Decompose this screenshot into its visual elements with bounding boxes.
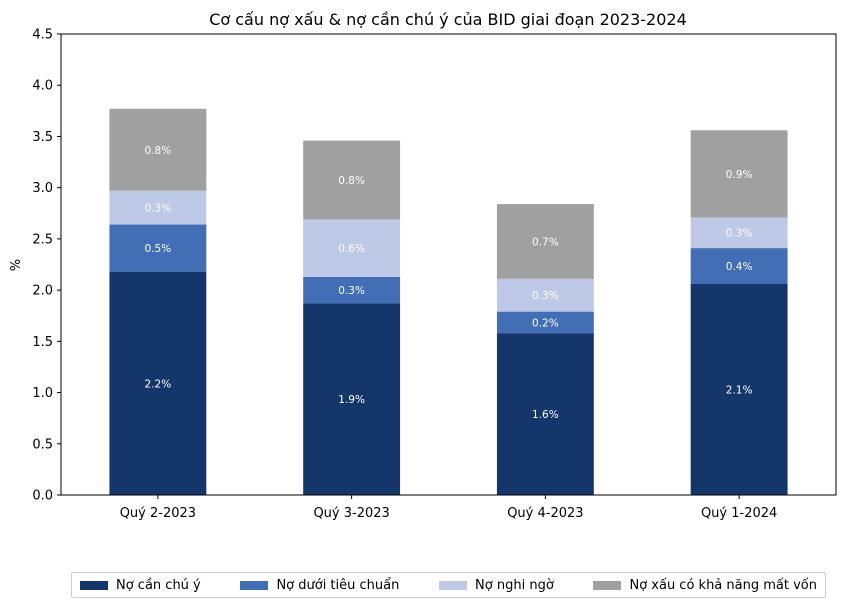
bar-segment [109,224,207,272]
y-axis-label: % [9,259,24,271]
bar-segment [303,140,401,220]
bar-segment [303,276,401,304]
bar-segment [303,219,401,277]
y-tick-label: 0.0 [32,489,53,504]
legend-swatch [593,580,622,590]
bar-segment [496,204,594,279]
bar-segment [496,311,594,334]
plot-frame [60,33,837,496]
bar-segment [690,283,788,495]
y-tick-label: 3.5 [32,130,53,145]
bar-segment [496,278,594,312]
bar-segment [109,271,207,495]
bar-value-label: 1.6% [532,409,559,421]
legend-swatch [80,580,108,590]
bar-value-label: 0.3% [338,285,365,297]
x-tick-label: Quý 4-2023 [507,506,583,521]
y-tick-label: 1.5 [32,335,53,350]
bar-segment [690,217,788,249]
bar-value-label: 0.5% [145,243,172,255]
y-tick-label: 4.5 [32,28,53,43]
y-tick-label: 0.5 [32,437,53,452]
y-tick-label: 4.0 [32,79,53,94]
bars-group: 2.2% 0.5% 0.3% 0.8% 1.9% 0.3% 0.6% 0.8% 1.6% 0.2%… [109,108,788,495]
legend-label: Nợ dưới tiêu chuẩn [276,577,400,593]
x-tick-label: Quý 3-2023 [313,506,389,521]
legend-item-no-can-chu-y: Nợ cần chú ý [80,578,201,593]
bar-value-label: 0.3% [532,290,559,302]
bar-value-label: 0.4% [726,261,753,273]
x-tick-label: Quý 1-2024 [701,506,777,521]
bar-value-label: 0.8% [338,175,365,187]
bar-segment [690,248,788,284]
y-axis: 0.0 0.5 1.0 1.5 2.0 2.5 3.0 3.5 4.0 4.5 [32,28,61,504]
bar-value-label: 0.3% [145,203,172,215]
chart-title: Cơ cấu nợ xấu & nợ cần chú ý của BID gia… [209,10,687,29]
bar-segment [496,333,594,495]
bar-value-label: 1.9% [338,394,365,406]
legend-swatch [439,580,468,590]
legend-item-no-duoi-tieu-chuan: Nợ dưới tiêu chuẩn [240,578,399,593]
legend-item-no-nghi-ngo: Nợ nghi ngờ [439,578,554,593]
bar-value-label: 0.3% [726,228,753,240]
bar-segment [303,303,401,495]
y-tick-label: 1.0 [32,386,53,401]
y-tick-label: 2.5 [32,232,53,247]
bar-segment [109,108,207,191]
legend-item-no-xau-mat-von: Nợ xấu có khả năng mất vốn [593,578,817,593]
legend: Nợ cần chú ý Nợ dưới tiêu chuẩn Nợ nghi … [71,572,826,598]
legend-label: Nợ nghi ngờ [475,577,554,593]
x-tick-label: Quý 2-2023 [120,506,196,521]
legend-swatch [240,580,269,590]
legend-label: Nợ xấu có khả năng mất vốn [629,577,817,593]
bar-value-label: 2.2% [145,378,172,390]
bar-value-label: 0.2% [532,317,559,329]
bar-segment [109,190,207,225]
x-axis: Quý 2-2023 Quý 3-2023 Quý 4-2023 Quý 1-2024 [120,495,777,521]
bar-value-label: 0.8% [145,145,172,157]
y-tick-label: 2.0 [32,284,53,299]
bar-value-label: 0.7% [532,236,559,248]
bar-value-label: 0.9% [726,169,753,181]
y-tick-label: 3.0 [32,181,53,196]
bar-value-label: 0.6% [338,243,365,255]
legend-label: Nợ cần chú ý [116,577,201,593]
bar-segment [690,130,788,218]
bar-value-label: 2.1% [726,384,753,396]
